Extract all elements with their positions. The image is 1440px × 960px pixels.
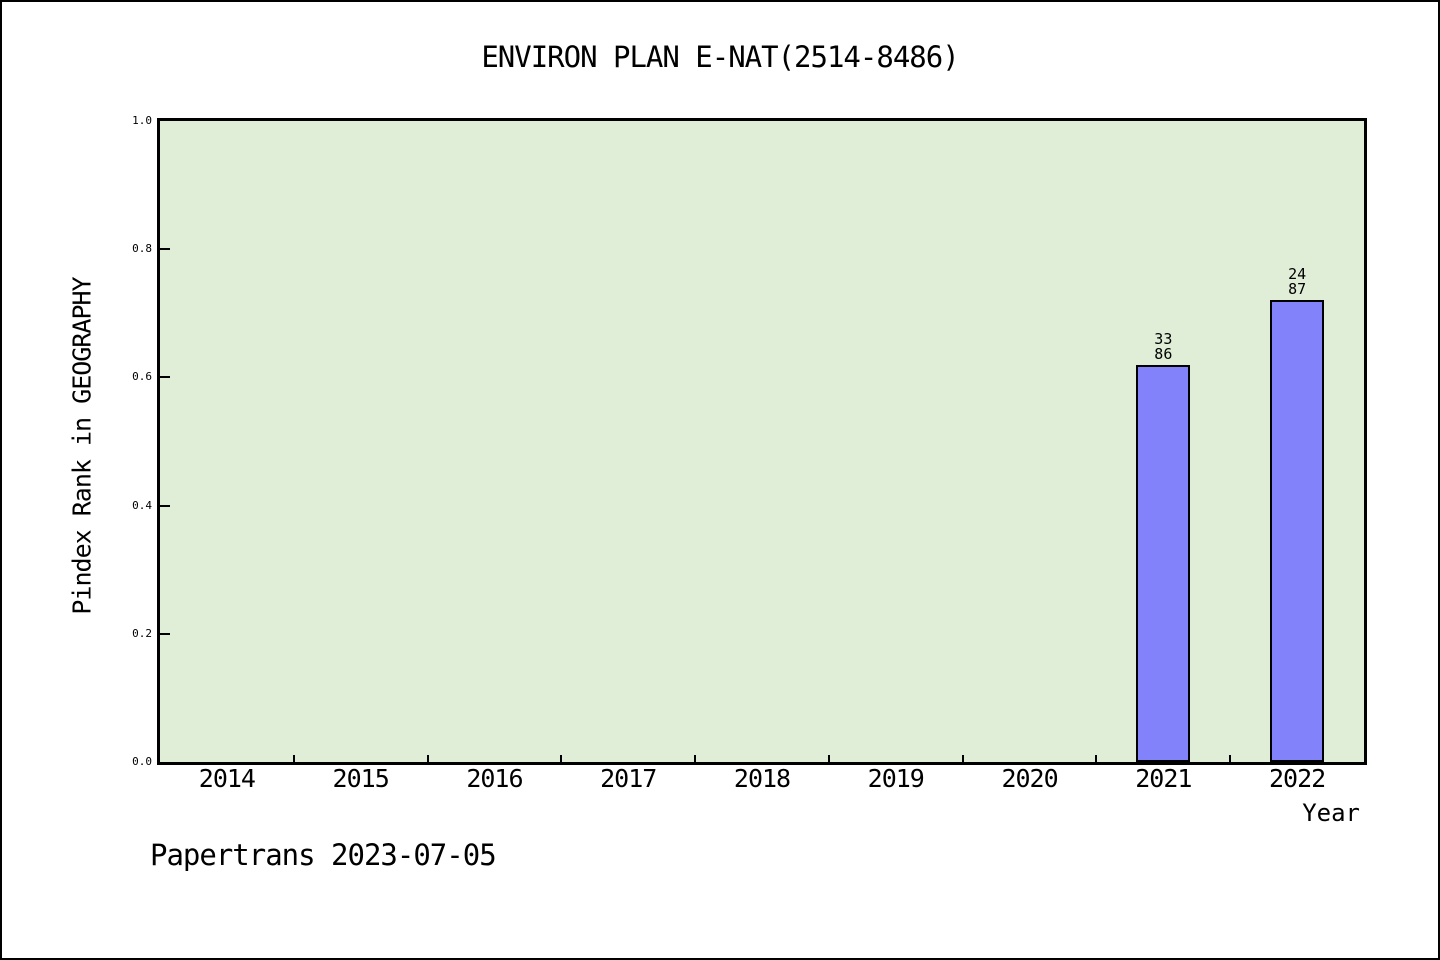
y-tick-mark — [160, 504, 170, 507]
bar-2022 — [1270, 300, 1325, 762]
x-tick-label: 2016 — [466, 764, 523, 793]
y-tick-label: 0.4 — [132, 498, 152, 512]
y-tick-mark — [160, 376, 170, 379]
bar-value-label: 33 86 — [1154, 329, 1173, 363]
y-tick-mark — [160, 248, 170, 251]
x-tick-label: 2018 — [733, 764, 791, 793]
x-tick-mark — [961, 755, 964, 762]
x-tick-mark — [1229, 755, 1232, 762]
x-tick-label: 2014 — [198, 764, 256, 793]
y-axis-label: Pindex Rank in GEOGRAPHY — [67, 277, 97, 615]
x-tick-label: 2019 — [867, 764, 925, 793]
y-tick-label: 1.0 — [132, 114, 152, 127]
x-tick-label: 2022 — [1269, 764, 1326, 793]
x-tick-label: 2017 — [600, 764, 657, 793]
x-axis-label: Year — [1302, 799, 1360, 827]
x-tick-mark — [827, 755, 830, 762]
x-tick-mark — [426, 755, 429, 762]
y-tick-label: 0.8 — [132, 242, 152, 256]
x-tick-label: 2015 — [332, 764, 390, 793]
y-tick-label: 0.6 — [132, 370, 152, 384]
x-tick-mark — [292, 755, 295, 762]
bar-2021 — [1136, 364, 1191, 762]
x-tick-mark — [694, 755, 697, 762]
y-tick-label: 0.2 — [132, 626, 152, 640]
x-tick-mark — [560, 755, 563, 762]
chart-title: ENVIRON PLAN E-NAT(2514-8486) — [481, 40, 959, 74]
x-tick-label: 2020 — [1001, 764, 1058, 793]
y-tick-label: 0.0 — [132, 755, 152, 768]
bar-value-label: 24 87 — [1288, 265, 1307, 299]
x-tick-label: 2021 — [1135, 764, 1192, 793]
x-tick-mark — [1095, 755, 1098, 762]
watermark-text: Papertrans 2023-07-05 — [150, 838, 497, 872]
plot-area: 2014 2015 2016 2017 2018 2019 2020 2021 2022 0.0 0… — [132, 114, 1367, 793]
y-tick-mark — [160, 632, 170, 635]
